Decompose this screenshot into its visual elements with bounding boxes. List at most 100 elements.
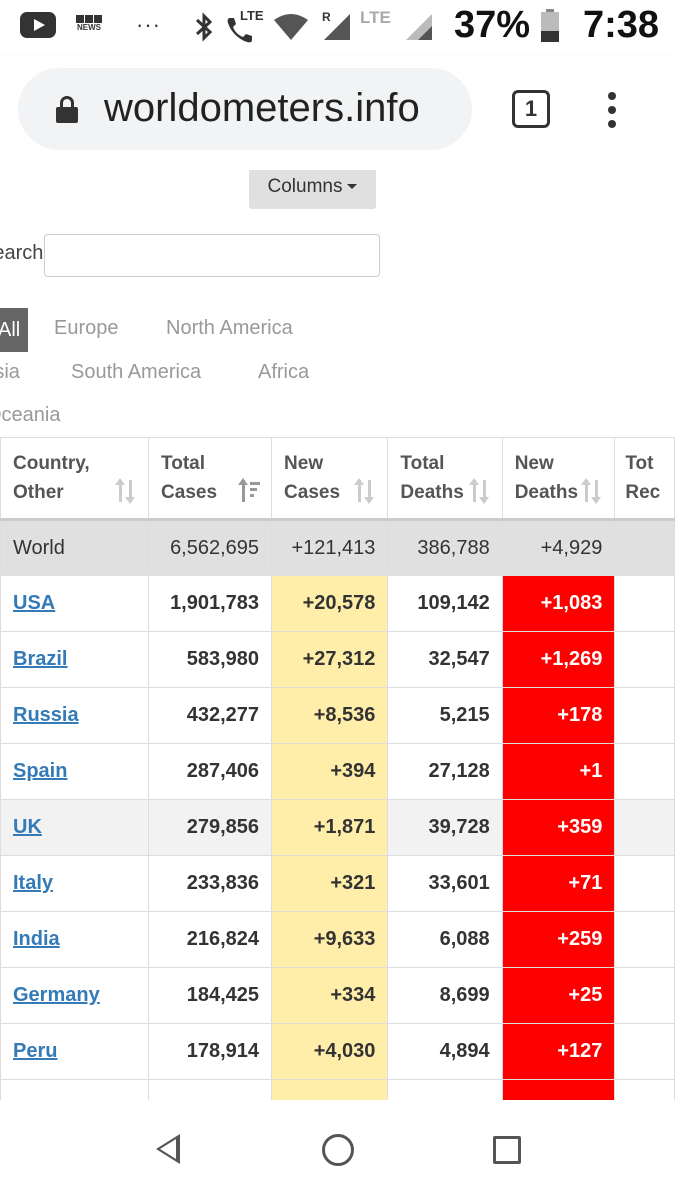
cell-total-deaths: 33,601	[387, 855, 503, 912]
lte-label-2: LTE	[360, 8, 391, 27]
cell-new-deaths: +25	[501, 967, 616, 1024]
cell-new-cases: +20,578	[271, 575, 389, 632]
cell-country: India	[0, 911, 150, 968]
more-options-icon[interactable]	[605, 92, 619, 132]
tab-switcher-button[interactable]: 1	[512, 90, 550, 128]
country-link[interactable]: Brazil	[13, 648, 68, 670]
columns-button[interactable]: Columns	[249, 170, 376, 209]
header-total-deaths[interactable]: Total Deaths	[387, 437, 503, 521]
signal-lte-icon	[406, 14, 432, 40]
country-link[interactable]: Germany	[13, 984, 100, 1006]
cell-total-deaths: 5,215	[387, 687, 503, 744]
table-row: Russia 432,277 +8,536 5,215 +178	[0, 687, 675, 744]
country-link[interactable]: UK	[13, 816, 42, 838]
youtube-icon	[20, 12, 56, 38]
cell-total-deaths: 4,894	[387, 1023, 503, 1080]
cell-total-cases: 184,425	[148, 967, 273, 1024]
navigation-bar	[0, 1100, 675, 1200]
call-lte-icon	[227, 18, 252, 43]
cell-country: Germany	[0, 967, 150, 1024]
home-icon[interactable]	[322, 1134, 354, 1166]
country-link[interactable]: Spain	[13, 760, 68, 782]
cell-new-cases: +1,871	[271, 799, 389, 856]
cell-total-recovered	[614, 631, 675, 688]
cell-country: Peru	[0, 1023, 150, 1080]
tab-south-america[interactable]: South America	[71, 361, 202, 383]
signal-roaming-icon	[324, 14, 350, 40]
header-new-cases[interactable]: New Cases	[271, 437, 389, 521]
table-row: Spain 287,406 +394 27,128 +1	[0, 743, 675, 800]
search-label: Search:	[0, 242, 49, 264]
cell-total-deaths: 386,788	[387, 519, 503, 576]
country-link[interactable]: India	[13, 928, 60, 950]
address-bar[interactable]: worldometers.info	[18, 68, 472, 150]
search-input[interactable]	[44, 234, 380, 277]
cell-new-deaths: +127	[501, 1023, 616, 1080]
cell-total-recovered	[614, 1023, 675, 1080]
tab-north-america[interactable]: North America	[166, 317, 293, 339]
sort-icon[interactable]	[581, 478, 604, 504]
cell-country: World	[0, 519, 150, 576]
country-link[interactable]: Peru	[13, 1040, 58, 1062]
table-row: UK 279,856 +1,871 39,728 +359	[0, 799, 675, 856]
cell-total-recovered	[614, 743, 675, 800]
table-row-partial	[0, 1079, 675, 1100]
cell-total-deaths: 8,699	[387, 967, 503, 1024]
cell-new-cases: +321	[271, 855, 389, 912]
sort-descending-icon[interactable]	[238, 478, 261, 502]
tab-all[interactable]: All	[0, 308, 28, 352]
header-total-cases[interactable]: Total Cases	[148, 437, 273, 521]
sort-icon[interactable]	[115, 478, 138, 504]
cell-total-recovered	[614, 911, 675, 968]
tab-oceania[interactable]: Oceania	[0, 404, 61, 426]
cell-country: Russia	[0, 687, 150, 744]
country-link[interactable]: USA	[13, 592, 56, 614]
table-row: USA 1,901,783 +20,578 109,142 +1,083	[0, 575, 675, 632]
clock: 7:38	[583, 4, 660, 46]
cell-new-deaths: +178	[501, 687, 616, 744]
cell-new-deaths: +1,269	[501, 631, 616, 688]
table-row: India 216,824 +9,633 6,088 +259	[0, 911, 675, 968]
tab-africa[interactable]: Africa	[258, 361, 310, 383]
country-link[interactable]: Russia	[13, 704, 79, 726]
table-row: Brazil 583,980 +27,312 32,547 +1,269	[0, 631, 675, 688]
covid-cases-table: Country, Other Total Cases New Cases Total D…	[0, 437, 675, 1100]
table-row: Italy 233,836 +321 33,601 +71	[0, 855, 675, 912]
lock-icon[interactable]	[56, 96, 78, 123]
recents-icon[interactable]	[493, 1136, 521, 1164]
cell-total-cases: 6,562,695	[148, 519, 273, 576]
tab-europe[interactable]: Europe	[54, 317, 119, 339]
cell-new-cases: +9,633	[271, 911, 389, 968]
header-total-recovered[interactable]: Tot Rec	[614, 437, 675, 521]
web-page: Columns Search: All Europe North America…	[0, 170, 675, 1100]
cell-country: UK	[0, 799, 150, 856]
sort-icon[interactable]	[354, 478, 377, 504]
back-icon[interactable]	[156, 1134, 180, 1164]
lte-label: LTE	[240, 8, 264, 23]
header-new-deaths[interactable]: New Deaths	[501, 437, 616, 521]
cell-country: Brazil	[0, 631, 150, 688]
cell-total-cases: 583,980	[148, 631, 273, 688]
wifi-icon	[274, 14, 308, 40]
cell-country: Italy	[0, 855, 150, 912]
table-row: Peru 178,914 +4,030 4,894 +127	[0, 1023, 675, 1080]
sort-icon[interactable]	[468, 478, 492, 504]
caret-down-icon	[347, 184, 358, 190]
more-notifications-icon: ···	[136, 12, 161, 37]
cell-total-cases: 432,277	[148, 687, 273, 744]
status-bar: NEWS ··· LTE R LTE 37% 7:38	[0, 0, 675, 56]
table-row-world: World 6,562,695 +121,413 386,788 +4,929	[0, 519, 675, 576]
battery-percentage: 37%	[454, 4, 531, 46]
cell-total-deaths: 39,728	[387, 799, 503, 856]
cell-new-cases: +8,536	[271, 687, 389, 744]
cell-new-cases: +27,312	[271, 631, 389, 688]
cell-new-deaths: +4,929	[501, 519, 616, 576]
cell-total-recovered	[614, 687, 675, 744]
header-country[interactable]: Country, Other	[0, 437, 150, 521]
url-text[interactable]: worldometers.info	[104, 86, 420, 130]
cell-total-cases: 233,836	[148, 855, 273, 912]
bbc-news-icon: NEWS	[74, 15, 104, 32]
country-link[interactable]: Italy	[13, 872, 54, 894]
cell-total-deaths: 32,547	[387, 631, 503, 688]
tab-asia[interactable]: Asia	[0, 361, 20, 383]
